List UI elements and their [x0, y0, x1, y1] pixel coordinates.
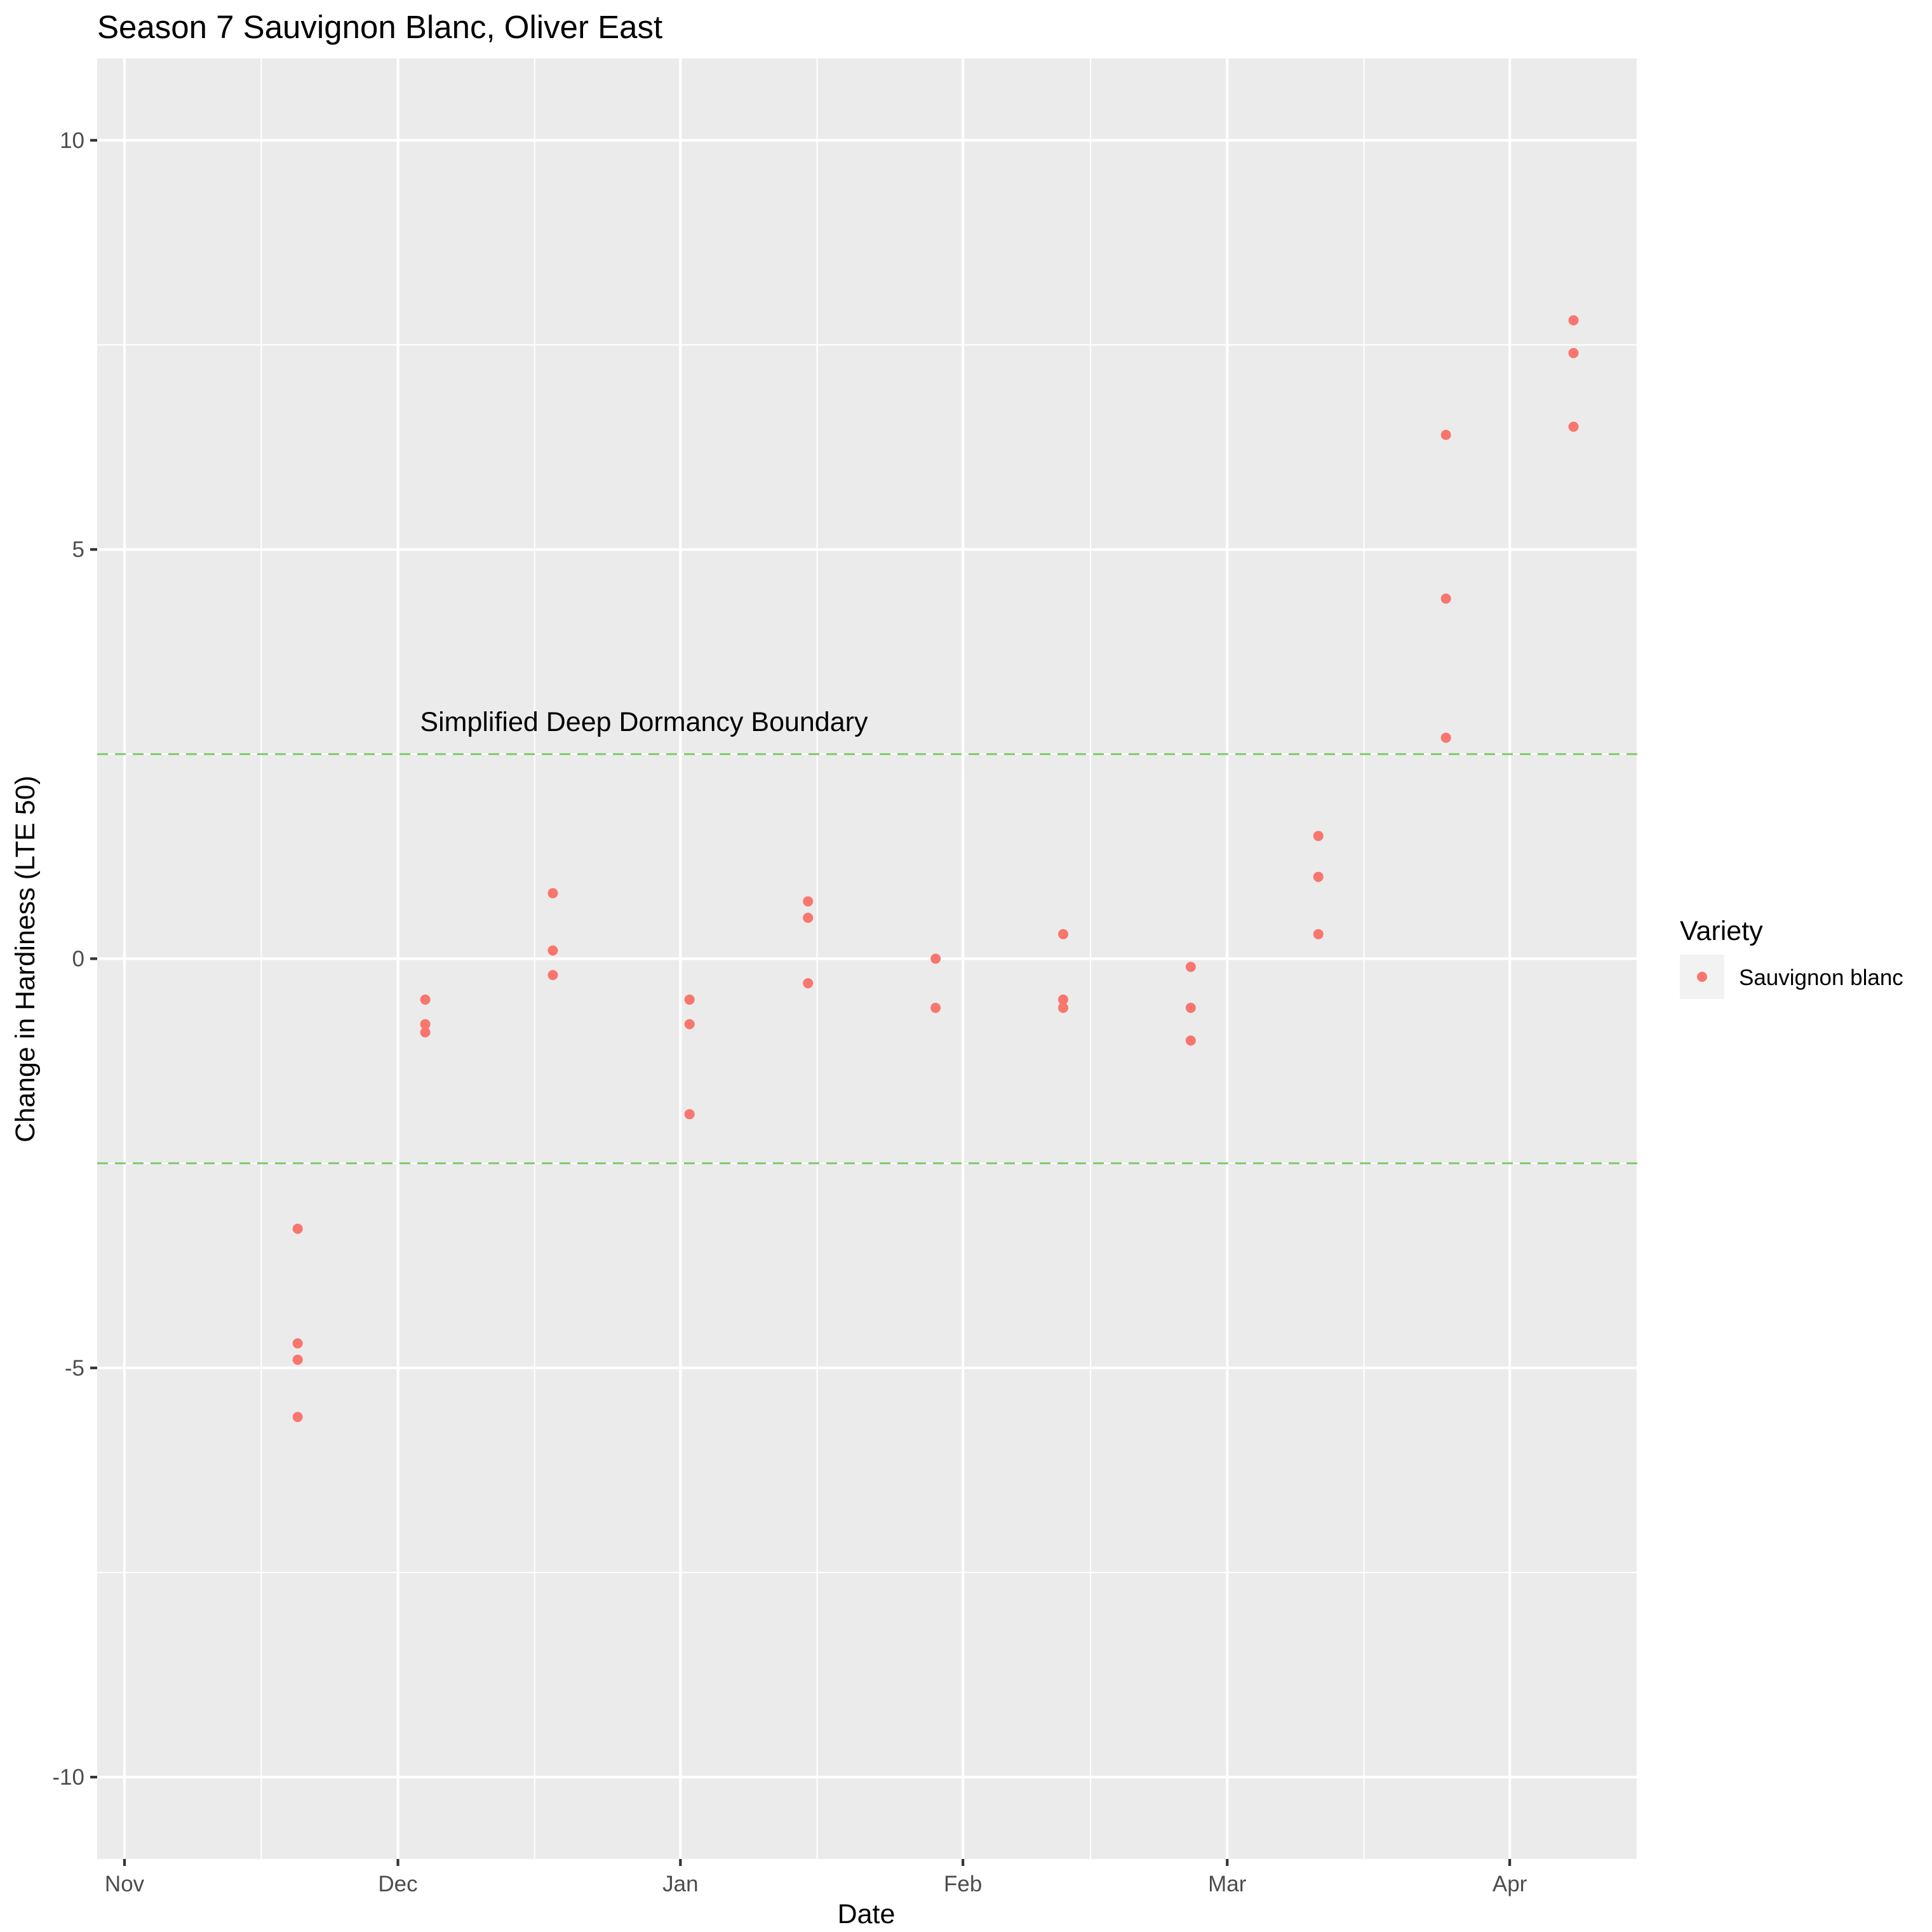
data-point	[803, 913, 814, 923]
data-point	[1568, 315, 1579, 326]
data-point	[1440, 429, 1451, 440]
y-tick-label: -10	[52, 1765, 84, 1790]
data-point	[420, 1027, 431, 1038]
data-point	[1313, 929, 1324, 939]
data-point	[420, 994, 431, 1005]
x-axis: Nov Dec Jan Feb Mar Apr	[105, 1859, 1527, 1896]
reference-lines	[97, 753, 1637, 1165]
data-point	[803, 896, 814, 907]
data-point	[547, 970, 558, 981]
data-point	[1058, 994, 1069, 1005]
data-point	[684, 1019, 695, 1030]
y-tick-label: -5	[65, 1356, 84, 1381]
data-point	[1568, 347, 1579, 358]
dormancy-boundary-annotation: Simplified Deep Dormancy Boundary	[420, 707, 868, 737]
x-tick-label: Jan	[662, 1872, 698, 1896]
data-point	[547, 945, 558, 956]
data-point	[1568, 421, 1579, 432]
x-tick-label: Mar	[1208, 1872, 1247, 1896]
data-point	[292, 1412, 303, 1423]
legend-title: Variety	[1680, 916, 1763, 946]
data-point	[930, 953, 941, 964]
legend: Variety Sauvignon blanc	[1680, 916, 1903, 999]
data-point	[292, 1338, 303, 1349]
data-point	[1313, 831, 1324, 842]
x-tick-label: Nov	[105, 1872, 145, 1896]
data-point	[547, 888, 558, 899]
legend-key-point	[1697, 972, 1707, 982]
data-point	[1440, 732, 1451, 743]
data-point	[292, 1223, 303, 1234]
data-point	[803, 978, 814, 989]
y-tick-label: 5	[72, 537, 84, 562]
chart-title: Season 7 Sauvignon Blanc, Oliver East	[97, 9, 662, 45]
x-tick-label: Apr	[1493, 1872, 1527, 1896]
data-point	[1058, 1002, 1069, 1013]
legend-label-sauvignon-blanc: Sauvignon blanc	[1739, 965, 1903, 990]
data-point	[420, 1019, 431, 1030]
data-point	[1185, 1002, 1196, 1013]
data-point	[1185, 1035, 1196, 1046]
data-point	[684, 994, 695, 1005]
x-axis-title: Date	[838, 1899, 896, 1929]
data-points	[292, 315, 1579, 1423]
data-point	[684, 1109, 695, 1120]
data-point	[1313, 871, 1324, 882]
y-axis: 10 5 0 -5 -10	[52, 128, 97, 1790]
y-axis-title: Change in Hardiness (LTE 50)	[10, 775, 41, 1143]
data-point	[1058, 929, 1069, 939]
data-point	[930, 1002, 941, 1013]
y-tick-label: 0	[72, 947, 84, 972]
x-tick-label: Feb	[944, 1872, 982, 1896]
data-point	[292, 1354, 303, 1365]
y-tick-label: 10	[60, 128, 84, 153]
x-tick-label: Dec	[378, 1872, 417, 1896]
data-point	[1185, 962, 1196, 972]
data-point	[1440, 593, 1451, 604]
